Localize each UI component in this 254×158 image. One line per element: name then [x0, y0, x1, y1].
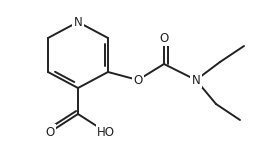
Text: O: O — [159, 31, 169, 45]
Text: N: N — [74, 15, 82, 28]
Text: N: N — [192, 73, 200, 86]
Text: HO: HO — [97, 125, 115, 139]
Text: O: O — [133, 73, 143, 86]
Text: O: O — [45, 125, 55, 139]
